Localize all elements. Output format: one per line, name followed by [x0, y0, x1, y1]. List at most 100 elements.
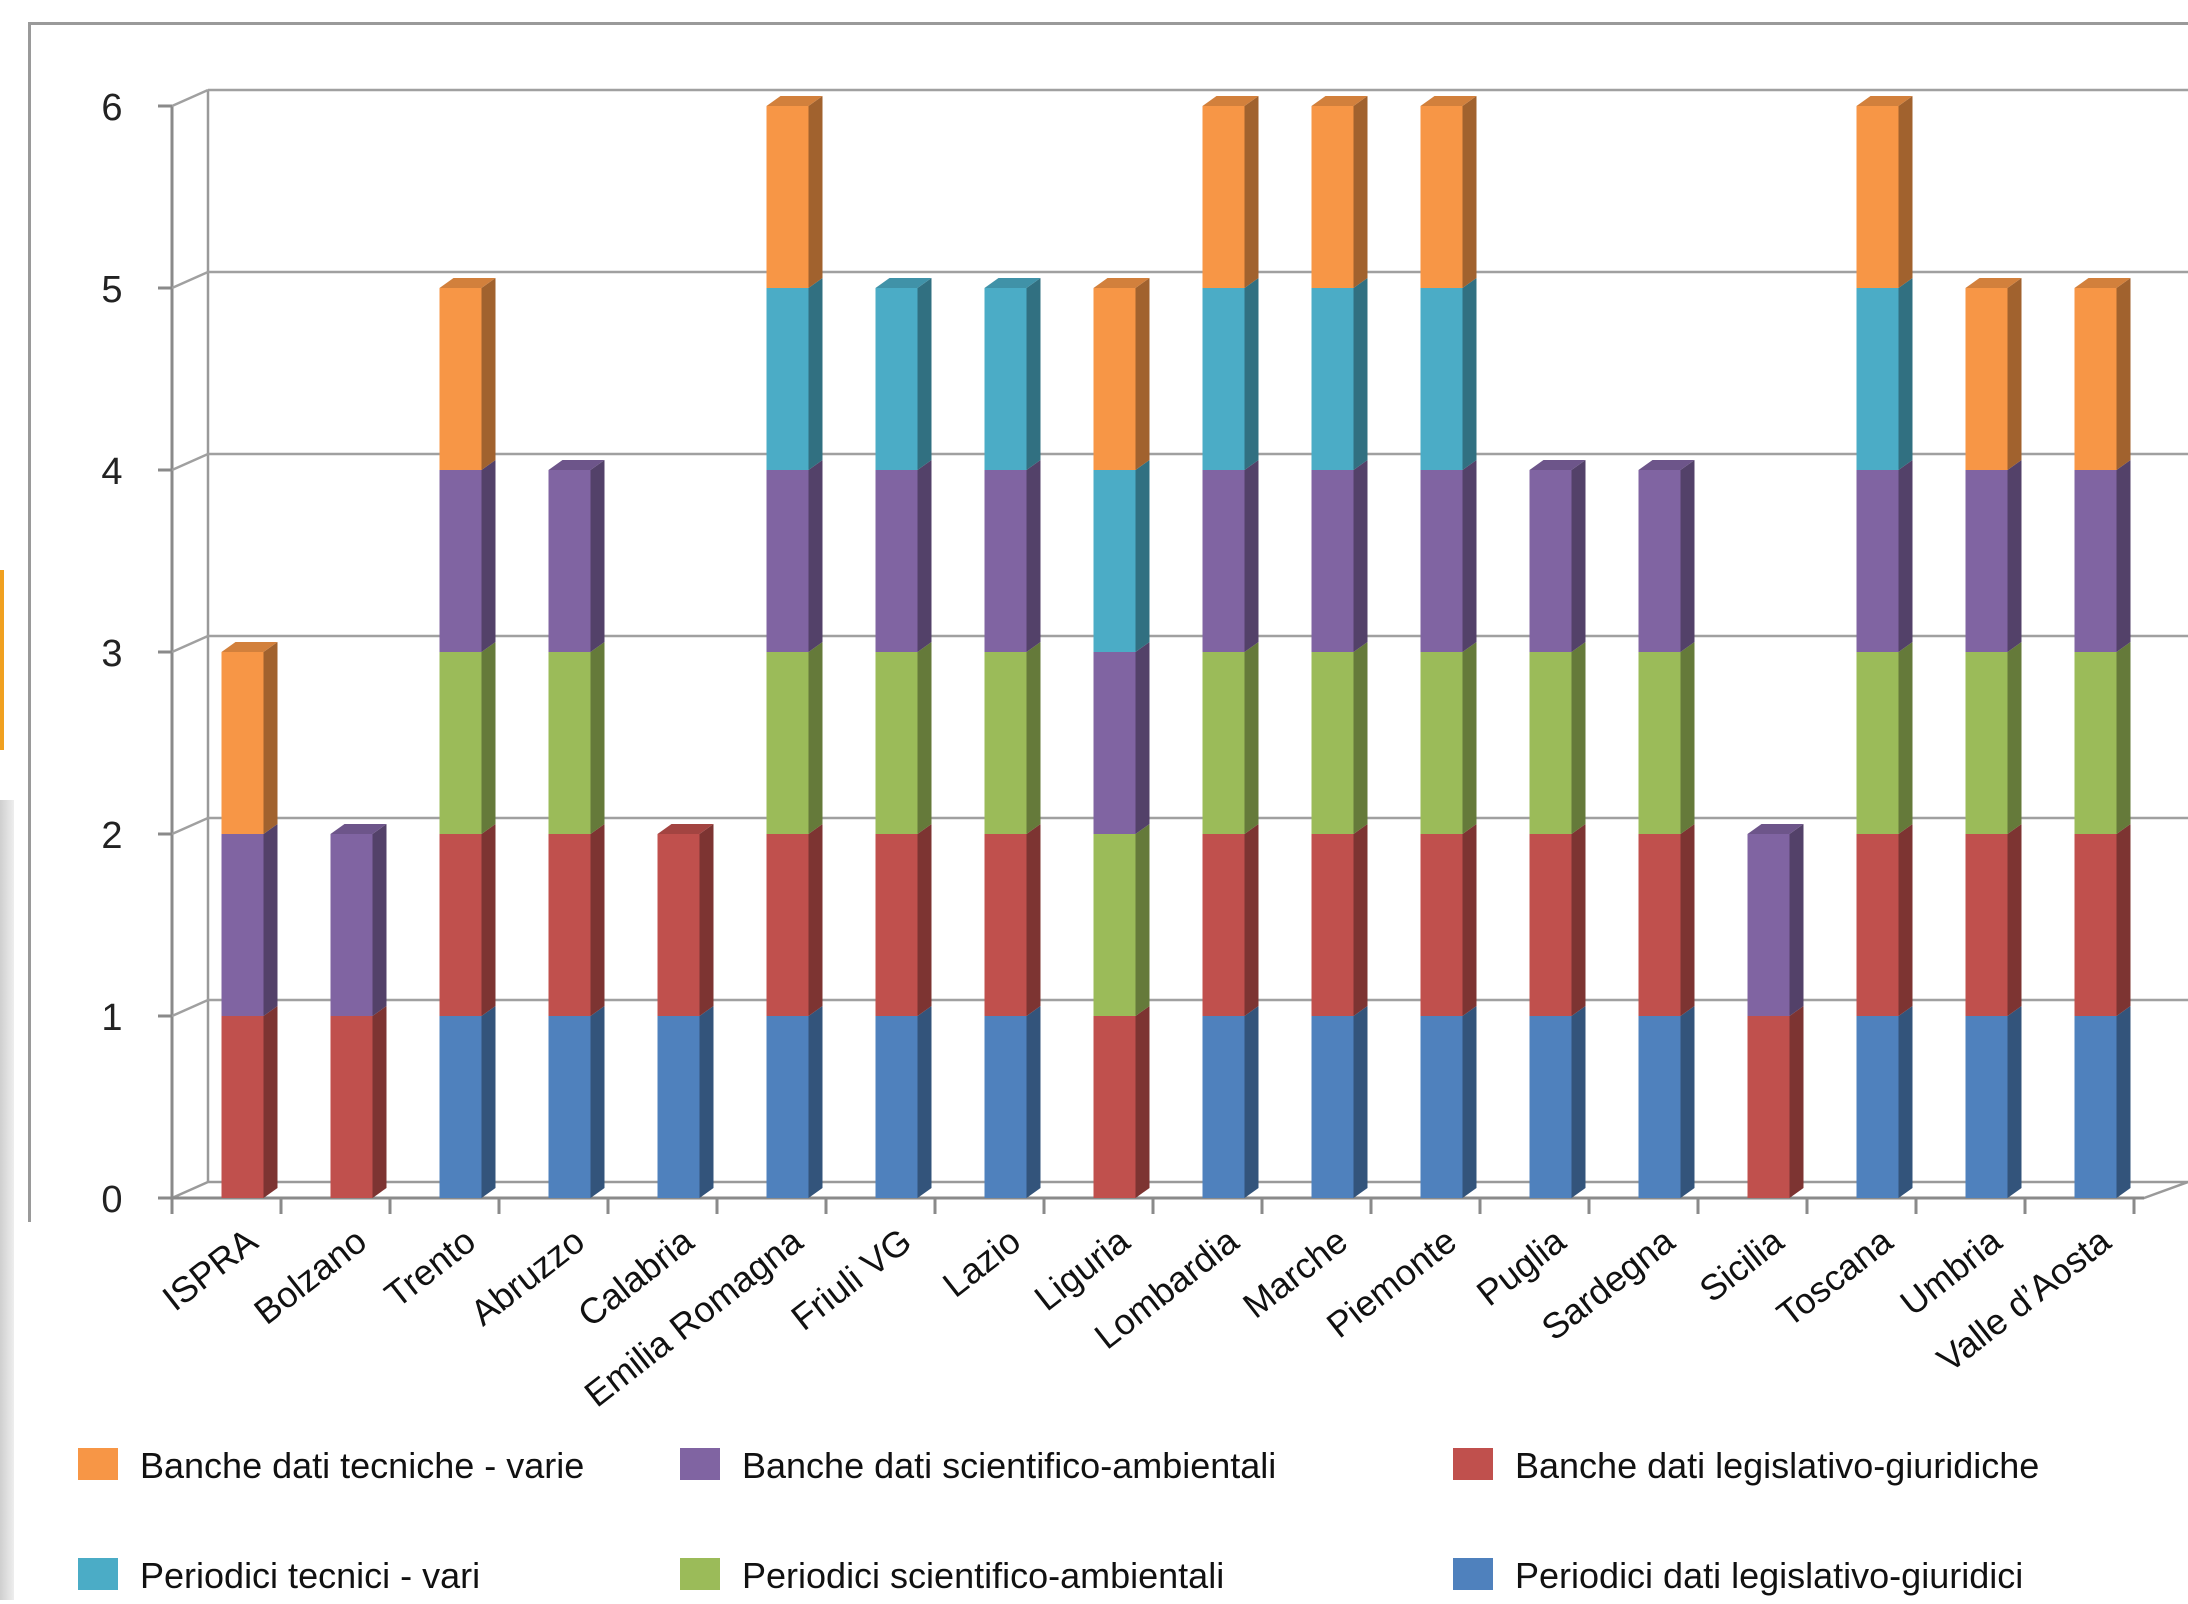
bar-segment-side	[1462, 96, 1477, 288]
bar-segment	[1311, 288, 1354, 470]
y-tick-label: 6	[101, 87, 122, 129]
bar-segment-side	[2007, 278, 2022, 470]
bar-segment-side	[1353, 1006, 1368, 1198]
bar-segment	[1529, 470, 1572, 652]
bar-segment	[766, 106, 809, 288]
bar-segment-side	[590, 824, 605, 1016]
bar-segment-side	[1135, 1006, 1150, 1198]
bar-segment	[439, 1016, 482, 1198]
bar-segment-side	[808, 824, 823, 1016]
chart-frame-left	[28, 22, 31, 1222]
bar-segment	[1093, 470, 1136, 652]
bar-segment-side	[481, 278, 496, 470]
bar-segment-side	[1353, 278, 1368, 470]
legend-swatch	[680, 1448, 720, 1480]
bar-segment-side	[1353, 824, 1368, 1016]
bar-stack	[548, 460, 605, 1198]
bar-segment	[330, 1016, 373, 1198]
gridline-diagonal	[171, 816, 209, 836]
bar-segment	[1311, 1016, 1354, 1198]
bar-segment	[1093, 288, 1136, 470]
bar-segment	[548, 470, 591, 652]
bar-segment-side	[917, 1006, 932, 1198]
bar-segment-side	[2007, 642, 2022, 834]
bar-top	[1529, 460, 1586, 470]
bar-segment	[1856, 470, 1899, 652]
x-tick-label: Abruzzo	[463, 1220, 592, 1334]
bar-segment	[221, 1016, 264, 1198]
bar-segment-side	[699, 1006, 714, 1198]
bar-segment-side	[1244, 96, 1259, 288]
bar-stack	[1420, 96, 1477, 1198]
y-tick-label: 1	[101, 997, 122, 1039]
bar-segment-side	[1462, 1006, 1477, 1198]
bar-segment-side	[2116, 824, 2131, 1016]
bar-top	[330, 824, 387, 834]
bar-top	[984, 278, 1041, 288]
bar-segment	[1529, 1016, 1572, 1198]
bar-segment	[1965, 470, 2008, 652]
bar-top	[766, 96, 823, 106]
bar-segment-side	[808, 460, 823, 652]
bar-segment-side	[1462, 278, 1477, 470]
bar-top	[1638, 460, 1695, 470]
bar-segment	[1420, 652, 1463, 834]
bar-stack	[1856, 96, 1913, 1198]
bar-segment-side	[1571, 1006, 1586, 1198]
bar-segment	[1420, 470, 1463, 652]
bar-segment-side	[808, 278, 823, 470]
bar-segment	[1638, 834, 1681, 1016]
bar-stack	[984, 278, 1041, 1198]
bar-top	[657, 824, 714, 834]
bar-top	[1202, 96, 1259, 106]
bar-segment	[548, 834, 591, 1016]
bar-segment	[984, 834, 1027, 1016]
bar-segment-side	[1680, 642, 1695, 834]
bar-segment	[439, 470, 482, 652]
bar-top	[221, 642, 278, 652]
bar-segment-side	[1135, 460, 1150, 652]
bar-stack	[1093, 278, 1150, 1198]
bar-segment	[1856, 106, 1899, 288]
bar-segment-side	[2116, 1006, 2131, 1198]
bar-segment-side	[1898, 824, 1913, 1016]
gridline-diagonal	[171, 452, 209, 472]
bar-segment-side	[590, 642, 605, 834]
bar-segment	[2074, 470, 2117, 652]
bar-segment	[1529, 834, 1572, 1016]
bar-segment-side	[1026, 824, 1041, 1016]
bar-segment-side	[1244, 460, 1259, 652]
bar-segment	[221, 834, 264, 1016]
gridline-diagonal	[171, 634, 209, 654]
bar-segment-side	[808, 642, 823, 834]
bar-segment	[1311, 834, 1354, 1016]
bar-segment	[766, 1016, 809, 1198]
bar-segment	[1529, 652, 1572, 834]
bar-segment	[1747, 1016, 1790, 1198]
bar-segment-side	[263, 642, 278, 834]
bar-segment-side	[263, 1006, 278, 1198]
bar-segment	[1202, 288, 1245, 470]
legend-label: Banche dati tecniche - varie	[140, 1445, 584, 1486]
bar-segment-side	[481, 824, 496, 1016]
legend-item: Banche dati tecniche - varie	[78, 1445, 584, 1486]
bar-segment-side	[1244, 278, 1259, 470]
bar-stack	[1311, 96, 1368, 1198]
bar-segment	[984, 470, 1027, 652]
bar-segment	[1420, 834, 1463, 1016]
y-tick-label: 4	[101, 451, 122, 493]
x-tick-label: Toscana	[1769, 1219, 1901, 1334]
bar-segment	[1202, 470, 1245, 652]
bar-segment	[1202, 106, 1245, 288]
bar-segment	[221, 652, 264, 834]
legend-label: Periodici tecnici - vari	[140, 1555, 480, 1596]
bar-segment	[439, 652, 482, 834]
bar-segment	[984, 288, 1027, 470]
bar-segment	[1202, 652, 1245, 834]
x-tick-label: Friuli VG	[783, 1220, 919, 1339]
bar-segment	[766, 470, 809, 652]
bar-stack	[1638, 460, 1695, 1198]
legend-item: Periodici scientifico-ambientali	[680, 1555, 1224, 1596]
bar-segment	[657, 834, 700, 1016]
